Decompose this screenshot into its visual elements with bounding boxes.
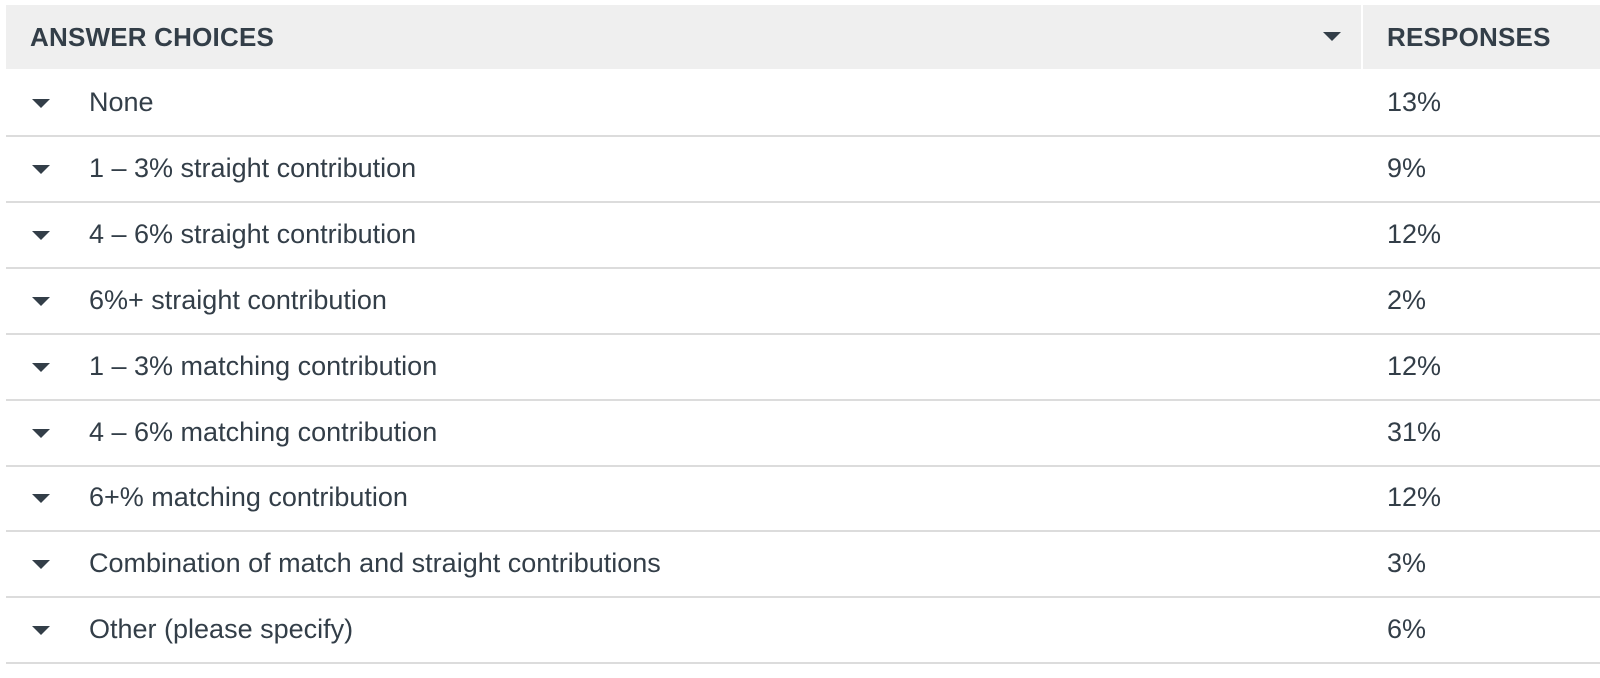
header-cell: RESPONSES [1363, 5, 1600, 69]
table-row: 1 – 3% straight contribution 9% [6, 136, 1600, 203]
answer-choice: Combination of match and straight contri… [89, 548, 661, 579]
column-header: RESPONSES [1387, 22, 1551, 52]
response-percent: 12% [1387, 482, 1442, 513]
table-row: Other (please specify) 6% [6, 597, 1600, 665]
answer-choice: 4 – 6% matching contribution [89, 416, 438, 447]
expand-toggle[interactable] [32, 560, 50, 570]
expand-toggle[interactable] [32, 494, 50, 504]
header-cell: ANSWER CHOICES [6, 5, 1361, 69]
expand-toggle[interactable] [32, 164, 50, 174]
expand-toggle[interactable] [32, 362, 50, 372]
expand-toggle[interactable] [32, 99, 50, 108]
answer-choice: 1 – 3% matching contribution [89, 350, 438, 381]
table-row: Combination of match and straight contri… [6, 531, 1600, 599]
response-percent: 6% [1387, 614, 1427, 645]
answer-choice: 6+% matching contribution [89, 482, 408, 513]
column-header: ANSWER CHOICES [30, 22, 275, 52]
answer-choice: None [89, 87, 154, 117]
expand-toggle[interactable] [32, 626, 50, 636]
table-row: None 13% [6, 70, 1600, 137]
response-percent: 13% [1387, 87, 1442, 117]
response-percent: 12% [1387, 218, 1442, 249]
response-percent: 9% [1387, 152, 1427, 183]
table-row: 6+% matching contribution 12% [6, 465, 1600, 533]
expand-toggle[interactable] [32, 296, 50, 306]
table-row: 1 – 3% matching contribution 12% [6, 334, 1600, 401]
response-percent: 3% [1387, 548, 1427, 579]
expand-toggle[interactable] [32, 428, 50, 438]
response-percent: 2% [1387, 284, 1427, 315]
answer-choice: 6%+ straight contribution [89, 284, 387, 315]
table-row: 4 – 6% matching contribution 31% [6, 400, 1600, 467]
answer-choice: Other (please specify) [89, 614, 354, 645]
response-percent: 12% [1387, 350, 1442, 381]
table-row: 6%+ straight contribution 2% [6, 268, 1600, 335]
answer-choice: 4 – 6% straight contribution [89, 218, 417, 249]
sort-toggle[interactable] [1323, 32, 1341, 41]
table-row: 4 – 6% straight contribution 12% [6, 202, 1600, 269]
expand-toggle[interactable] [32, 230, 50, 240]
answer-choice: 1 – 3% straight contribution [89, 152, 417, 183]
response-percent: 31% [1387, 416, 1442, 447]
